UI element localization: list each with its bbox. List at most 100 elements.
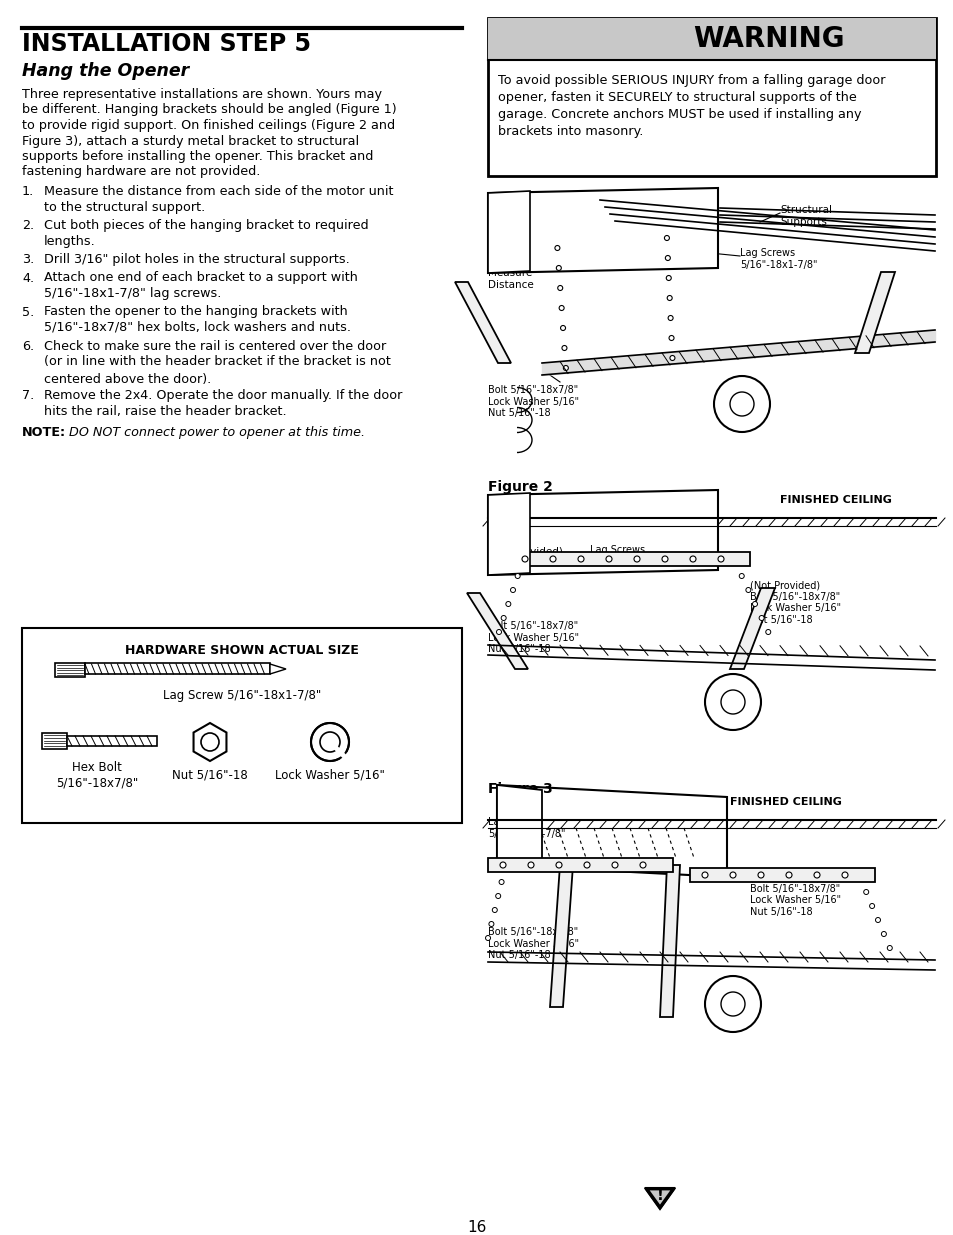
Text: To avoid possible SERIOUS INJURY from a falling garage door: To avoid possible SERIOUS INJURY from a … [497,74,884,86]
Text: Bracket
(Not Provided): Bracket (Not Provided) [488,535,562,557]
Text: Lag Screw 5/16"-18x1-7/8": Lag Screw 5/16"-18x1-7/8" [163,689,321,701]
Circle shape [664,256,670,261]
Text: 5.: 5. [22,305,34,319]
Text: fastening hardware are not provided.: fastening hardware are not provided. [22,165,260,179]
Text: Figure 3: Figure 3 [488,782,552,797]
Text: (or in line with the header bracket if the bracket is not: (or in line with the header bracket if t… [44,354,391,368]
Text: 1.: 1. [22,185,34,198]
Circle shape [869,904,874,909]
Bar [510,552,749,566]
Circle shape [556,266,560,270]
Circle shape [663,236,669,241]
Polygon shape [488,493,530,576]
Circle shape [661,556,667,562]
Circle shape [758,872,763,878]
Circle shape [488,921,494,926]
Text: Measure the distance from each side of the motor unit: Measure the distance from each side of t… [44,185,393,198]
Circle shape [668,336,674,341]
Circle shape [612,862,618,868]
Circle shape [639,862,645,868]
Polygon shape [729,588,774,669]
Circle shape [704,976,760,1032]
Bar [488,19,935,177]
Circle shape [689,556,696,562]
Circle shape [862,889,868,894]
Circle shape [583,862,589,868]
Circle shape [515,573,519,578]
Text: Remove the 2x4. Operate the door manually. If the door: Remove the 2x4. Operate the door manuall… [44,389,402,403]
Text: Fasten the opener to the hanging brackets with: Fasten the opener to the hanging bracket… [44,305,348,319]
Polygon shape [488,188,718,273]
Bar [42,734,67,748]
Polygon shape [550,864,573,1007]
Text: Figure 2: Figure 2 [488,480,553,494]
Circle shape [841,872,847,878]
Text: opener, fasten it SECURELY to structural supports of the: opener, fasten it SECURELY to structural… [497,91,856,104]
Text: Lag Screws
5/16"-18x1-7/8": Lag Screws 5/16"-18x1-7/8" [488,818,565,839]
Circle shape [605,556,612,562]
Circle shape [701,872,707,878]
Text: INSTALLATION STEP 5: INSTALLATION STEP 5 [22,32,311,56]
Text: garage. Concrete anchors MUST be used if installing any: garage. Concrete anchors MUST be used if… [497,107,861,121]
Text: Hex Bolt
5/16"-18x7/8": Hex Bolt 5/16"-18x7/8" [56,761,138,789]
Circle shape [720,690,744,714]
Polygon shape [646,1189,672,1207]
Bar [85,663,270,674]
Circle shape [745,588,750,593]
Text: Nut 5/16"-18: Nut 5/16"-18 [172,769,248,782]
Circle shape [558,305,563,310]
Text: 2.: 2. [22,219,34,232]
Circle shape [319,732,339,752]
Text: lengths.: lengths. [44,235,95,247]
Text: !: ! [656,1188,662,1203]
Circle shape [560,326,565,331]
Text: to the structural support.: to the structural support. [44,200,205,214]
Circle shape [498,879,503,884]
Circle shape [729,391,753,416]
Circle shape [718,556,723,562]
Circle shape [634,556,639,562]
Text: Figure 1: Figure 1 [488,195,553,209]
Text: DO NOT connect power to opener at this time.: DO NOT connect power to opener at this t… [65,426,365,438]
Text: Three representative installations are shown. Yours may: Three representative installations are s… [22,88,381,101]
Circle shape [496,630,501,635]
Circle shape [555,246,559,251]
Circle shape [578,556,583,562]
Text: FINISHED CEILING: FINISHED CEILING [729,797,841,806]
Circle shape [813,872,820,878]
Text: HARDWARE SHOWN ACTUAL SIZE: HARDWARE SHOWN ACTUAL SIZE [125,643,358,657]
Circle shape [875,918,880,923]
Circle shape [510,588,515,593]
Bar [55,663,85,677]
Text: Lag Screws
5/16"-18x1-7/8": Lag Screws 5/16"-18x1-7/8" [740,248,817,269]
Text: Cut both pieces of the hanging bracket to required: Cut both pieces of the hanging bracket t… [44,219,368,232]
Circle shape [521,556,527,562]
Circle shape [669,356,674,361]
Circle shape [713,375,769,432]
Text: Bolt 5/16"-18x7/8"
Lock Washer 5/16"
Nut 5/16"-18: Bolt 5/16"-18x7/8" Lock Washer 5/16" Nut… [488,621,578,655]
Text: (Not Provided)
Bolt 5/16"-18x7/8"
Lock Washer 5/16"
Nut 5/16"-18: (Not Provided) Bolt 5/16"-18x7/8" Lock W… [749,872,841,916]
Text: brackets into masonry.: brackets into masonry. [497,125,642,138]
Circle shape [752,601,757,606]
Polygon shape [488,191,530,273]
Bar [689,868,874,882]
Text: Measure
Distance: Measure Distance [488,268,533,289]
Circle shape [527,862,534,868]
Circle shape [785,872,791,878]
Circle shape [765,630,770,635]
Text: 5/16"-18x7/8" hex bolts, lock washers and nuts.: 5/16"-18x7/8" hex bolts, lock washers an… [44,321,351,333]
Text: supports before installing the opener. This bracket and: supports before installing the opener. T… [22,149,373,163]
Bar [22,629,461,823]
Circle shape [500,615,506,620]
Text: 16: 16 [467,1220,486,1235]
Text: FINISHED CEILING: FINISHED CEILING [780,495,891,505]
Circle shape [720,992,744,1016]
Polygon shape [467,593,527,669]
Circle shape [558,285,562,290]
Text: hits the rail, raise the header bracket.: hits the rail, raise the header bracket. [44,405,286,417]
Polygon shape [497,785,726,877]
Text: Lag Screws
5/16"-18x1-7/8": Lag Screws 5/16"-18x1-7/8" [589,545,667,567]
Circle shape [492,908,497,913]
Circle shape [563,366,568,370]
Polygon shape [488,490,718,576]
